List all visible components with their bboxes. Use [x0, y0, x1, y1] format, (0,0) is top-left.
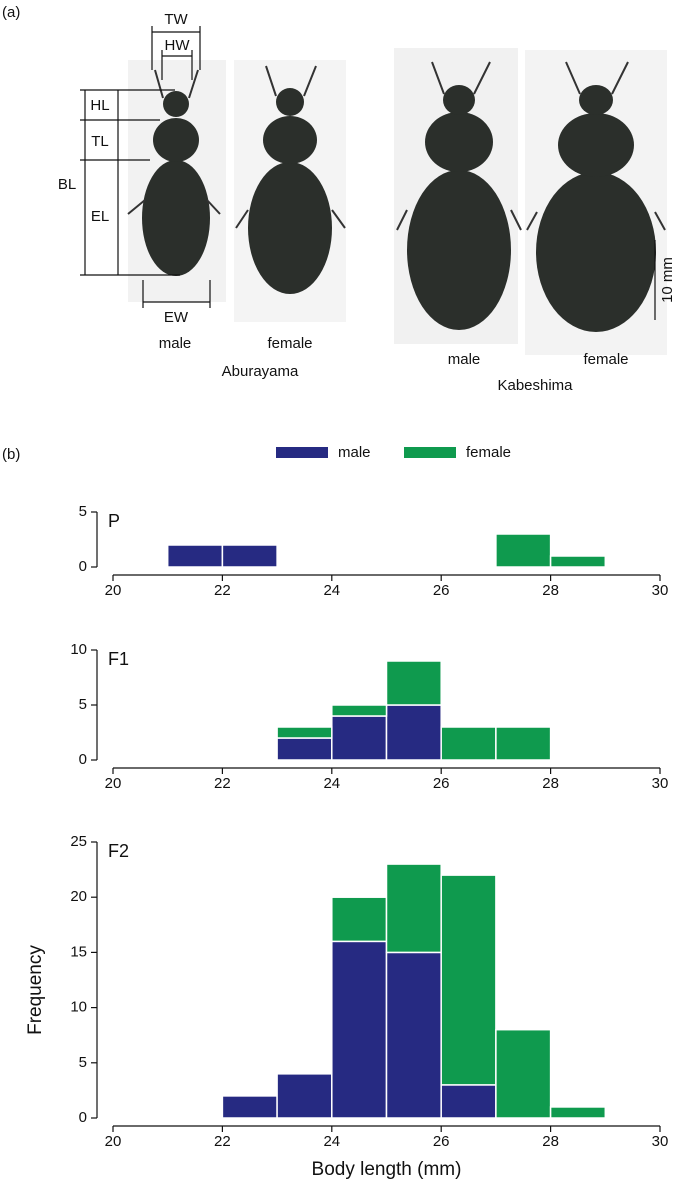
histogram-bar	[385, 704, 442, 761]
histogram-bar	[440, 874, 497, 1086]
population-label: Kabeshima	[497, 377, 573, 394]
x-tick-label: 24	[323, 1133, 340, 1150]
histogram-bar	[385, 863, 442, 954]
x-tick-label: 30	[652, 1133, 669, 1150]
histogram-bar	[331, 896, 388, 943]
beetle-photos	[127, 48, 667, 355]
population-label: Aburayama	[222, 363, 299, 380]
sex-label: female	[583, 351, 628, 368]
legend-label: male	[338, 444, 371, 461]
sex-label: male	[159, 335, 192, 352]
x-tick-label: 26	[433, 1133, 450, 1150]
histogram-bar	[331, 715, 388, 761]
histogram-bar	[331, 940, 388, 1119]
x-tick-label: 22	[214, 582, 231, 599]
chart-title: F1	[108, 649, 129, 669]
x-tick-label: 20	[105, 775, 122, 792]
x-tick-label: 30	[652, 582, 669, 599]
y-tick-label: 20	[70, 888, 87, 905]
legend-swatch	[404, 447, 456, 458]
x-tick-label: 20	[105, 1133, 122, 1150]
histogram-bar	[385, 660, 442, 706]
sex-label: male	[448, 351, 481, 368]
x-tick-label: 30	[652, 775, 669, 792]
histogram-bar	[221, 1095, 278, 1119]
scale-label: 10 mm	[659, 257, 675, 303]
measure-label: TL	[91, 133, 109, 150]
x-tick-label: 22	[214, 1133, 231, 1150]
histogram-bar	[331, 704, 388, 717]
histogram-bar	[276, 1073, 333, 1119]
y-tick-label: 0	[79, 1109, 87, 1126]
x-tick-label: 22	[214, 775, 231, 792]
x-tick-label: 28	[542, 582, 559, 599]
histogram-bar	[276, 737, 333, 761]
measure-label: EL	[91, 208, 109, 225]
histogram-bar	[221, 544, 278, 568]
legend-label: female	[466, 444, 511, 461]
x-tick-label: 28	[542, 1133, 559, 1150]
histogram-bar	[440, 1084, 497, 1119]
x-axis-label: Body length (mm)	[312, 1159, 462, 1180]
y-tick-label: 5	[79, 503, 87, 520]
measure-lines	[80, 26, 656, 320]
histogram-bar	[495, 1028, 552, 1119]
histogram-bar	[276, 726, 333, 739]
panel-label: (b)	[2, 446, 20, 463]
measure-label: HW	[165, 37, 191, 54]
histogram-bar	[549, 555, 607, 568]
y-axis-label: Frequency	[25, 945, 46, 1035]
measure-label: TW	[164, 11, 188, 28]
histogram-bar	[166, 544, 224, 568]
chart-title: F2	[108, 841, 129, 861]
chart-title: P	[108, 511, 120, 531]
x-tick-label: 24	[323, 582, 340, 599]
y-tick-label: 5	[79, 696, 87, 713]
measure-label: EW	[164, 309, 189, 326]
histogram-bar	[495, 533, 552, 568]
y-tick-label: 10	[70, 641, 87, 658]
y-tick-label: 0	[79, 558, 87, 575]
histogram-bar	[549, 1106, 607, 1119]
panel-label: (a)	[2, 4, 20, 21]
x-tick-label: 20	[105, 582, 122, 599]
measure-label: BL	[58, 176, 76, 193]
legend-swatch	[276, 447, 328, 458]
y-tick-label: 0	[79, 751, 87, 768]
measure-label: HL	[90, 97, 109, 114]
sex-label: female	[267, 335, 312, 352]
histogram-bar	[440, 726, 497, 761]
x-tick-label: 26	[433, 582, 450, 599]
x-tick-label: 28	[542, 775, 559, 792]
y-tick-label: 5	[79, 1054, 87, 1071]
y-tick-label: 15	[70, 943, 87, 960]
histogram-bar	[385, 951, 442, 1119]
y-tick-label: 25	[70, 833, 87, 850]
x-tick-label: 24	[323, 775, 340, 792]
histogram-bar	[495, 726, 552, 761]
y-tick-label: 10	[70, 999, 87, 1016]
x-tick-label: 26	[433, 775, 450, 792]
